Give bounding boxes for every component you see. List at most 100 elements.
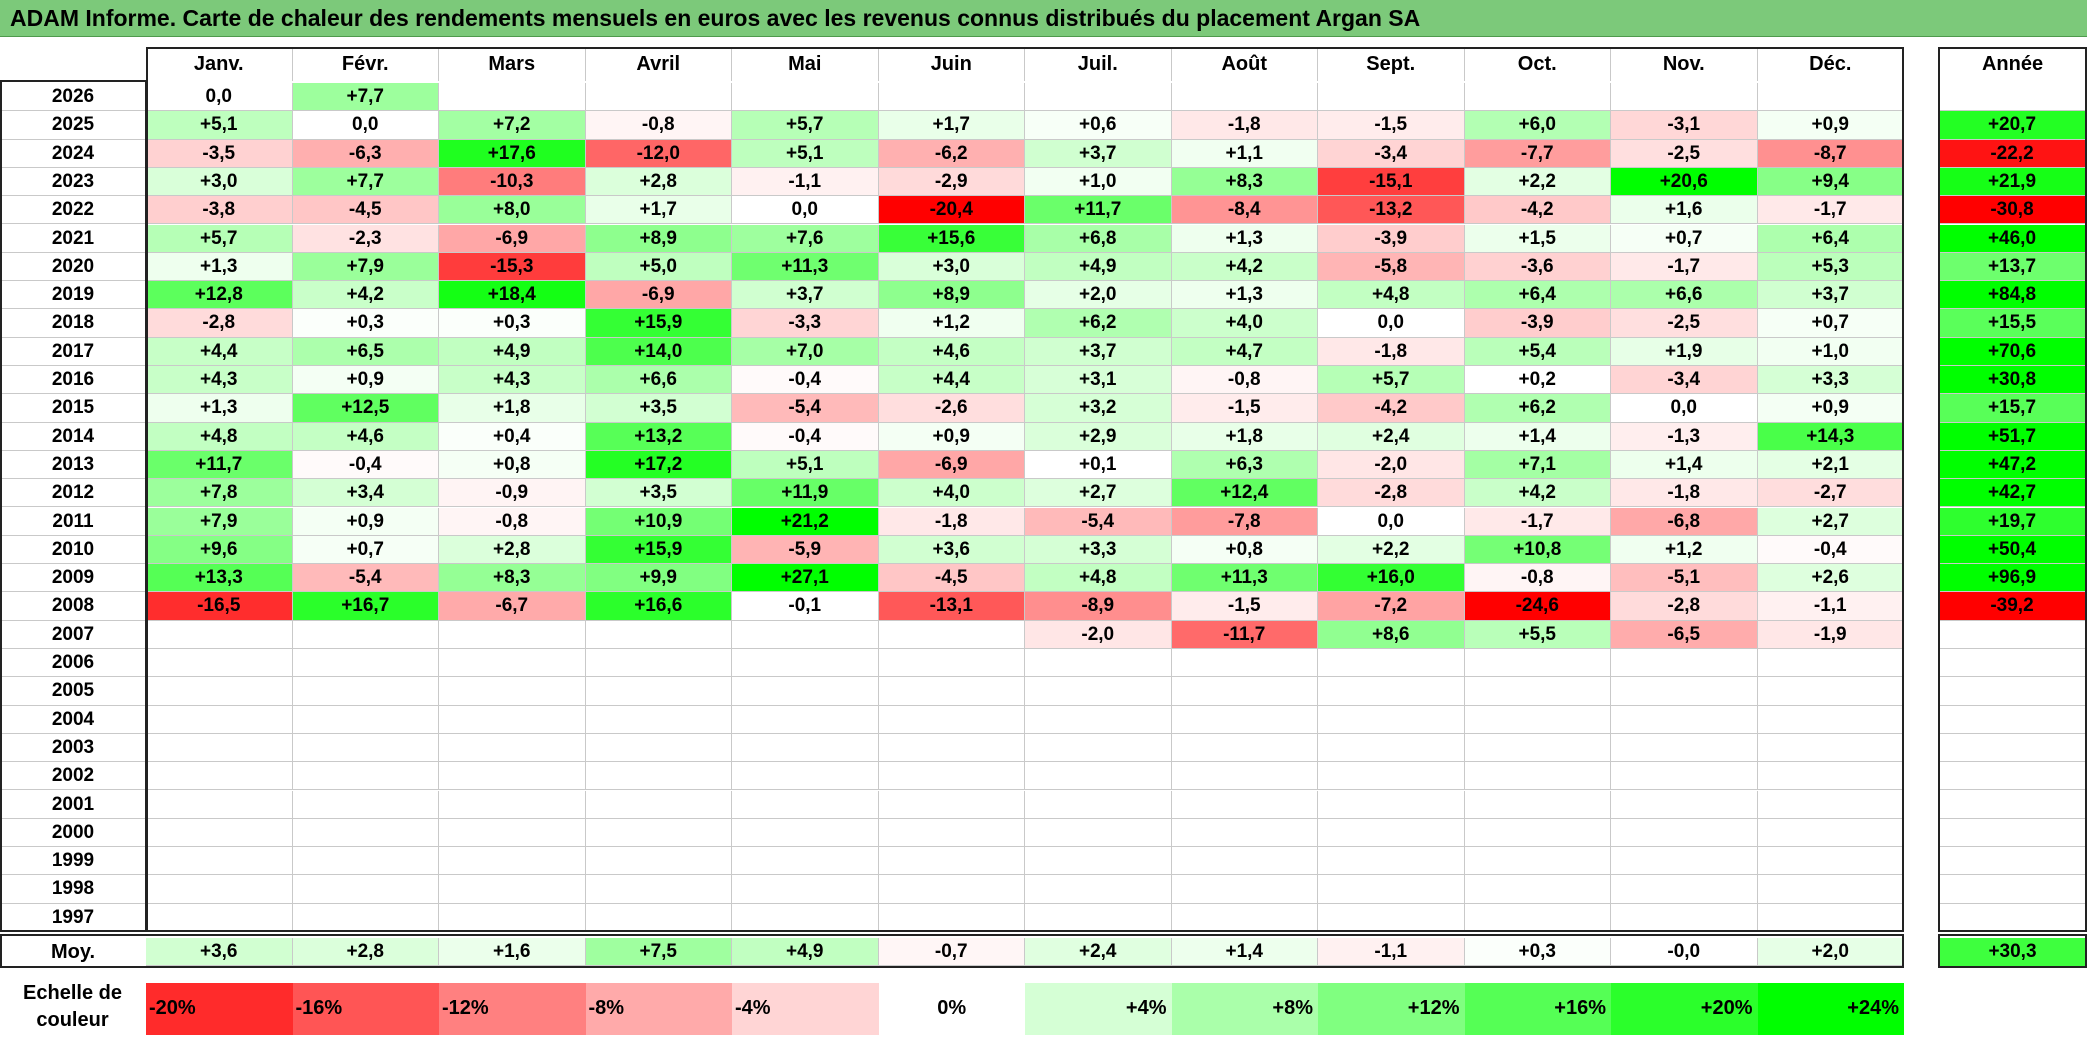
heatmap-cell <box>439 83 586 112</box>
heatmap-cell <box>292 875 439 904</box>
heatmap-cell: -1,8 <box>878 507 1025 536</box>
heatmap-cell <box>292 762 439 791</box>
heatmap-cell <box>878 83 1025 112</box>
heatmap-cell <box>1757 847 1904 876</box>
heatmap-cell <box>878 705 1025 734</box>
heatmap-cell <box>1611 790 1758 819</box>
heatmap-cell: -6,8 <box>1611 507 1758 536</box>
heatmap-cell <box>878 649 1025 678</box>
year-label: 2003 <box>0 734 146 763</box>
heatmap-cell <box>1611 649 1758 678</box>
heatmap-cell: +6,8 <box>1025 224 1172 253</box>
heatmap-cell <box>1611 903 1758 932</box>
year-label: 2005 <box>0 677 146 706</box>
heatmap-cell: +1,7 <box>585 196 732 225</box>
heatmap-cell: -11,7 <box>1171 620 1318 649</box>
year-label: 2018 <box>0 309 146 338</box>
heatmap-cell <box>146 649 293 678</box>
heatmap-cell <box>732 762 879 791</box>
heatmap-cell: -0,4 <box>732 422 879 451</box>
heatmap-cell <box>1757 790 1904 819</box>
heatmap-cell: +17,2 <box>585 450 732 480</box>
heatmap-cell: +8,0 <box>439 196 586 225</box>
heatmap-cell: +4,2 <box>1464 479 1611 508</box>
heatmap-cell: +10,9 <box>585 507 732 536</box>
heatmap-cell <box>1025 649 1172 678</box>
heatmap-cell: +4,0 <box>1171 309 1318 338</box>
heatmap-cell: -2,6 <box>878 394 1025 423</box>
heatmap-cell <box>439 875 586 904</box>
year-label: 2016 <box>0 366 146 395</box>
heatmap-cell: +1,8 <box>1171 422 1318 451</box>
heatmap-cell <box>1611 847 1758 876</box>
heatmap-cell: +0,9 <box>292 366 439 395</box>
color-scale-step: 0% <box>878 983 1025 1035</box>
heatmap-cell <box>1318 762 1465 791</box>
heatmap-cell: +11,7 <box>1025 196 1172 225</box>
heatmap-cell: -2,0 <box>1025 620 1172 649</box>
heatmap-cell: +5,1 <box>732 139 879 168</box>
heatmap-cell: +3,6 <box>878 535 1025 565</box>
annual-header: Année <box>1981 53 2044 75</box>
heatmap-cell <box>585 847 732 876</box>
heatmap-cell: +3,3 <box>1757 366 1904 395</box>
color-scale-step: +4% <box>1025 983 1172 1035</box>
month-header: Juil. <box>1025 47 1172 81</box>
heatmap-cell: -6,9 <box>439 224 586 253</box>
heatmap-cell: +4,2 <box>1171 252 1318 282</box>
heatmap-cell: +2,4 <box>1318 422 1465 451</box>
heatmap-cell: +2,6 <box>1757 564 1904 593</box>
color-scale-step: +20% <box>1611 983 1758 1035</box>
heatmap-cell: +8,3 <box>1171 167 1318 197</box>
annual-cell: +15,5 <box>1938 309 2087 338</box>
heatmap-cell <box>1464 818 1611 848</box>
heatmap-cell: -1,7 <box>1464 507 1611 536</box>
year-label: 2011 <box>0 508 146 536</box>
heatmap-cell: -4,2 <box>1464 196 1611 225</box>
color-scale-step: +12% <box>1318 983 1465 1035</box>
heatmap-cell <box>1025 677 1172 706</box>
color-scale-step: +16% <box>1464 983 1611 1035</box>
heatmap-cell: +20,6 <box>1611 167 1758 197</box>
heatmap-cell: +1,3 <box>146 252 293 282</box>
heatmap-cell <box>1318 677 1465 706</box>
heatmap-cell: +6,6 <box>585 366 732 395</box>
heatmap-cell: +2,8 <box>585 167 732 197</box>
heatmap-cell: -3,5 <box>146 139 293 168</box>
heatmap-cell: -0,9 <box>439 479 586 508</box>
heatmap-cell: +2,1 <box>1757 450 1904 480</box>
heatmap-cell <box>585 649 732 678</box>
heatmap-cell: -1,7 <box>1757 196 1904 225</box>
heatmap-cell <box>1318 903 1465 932</box>
heatmap-cell: +4,4 <box>146 337 293 366</box>
average-cell: +0,3 <box>1464 938 1611 966</box>
month-header: Août <box>1172 47 1318 81</box>
heatmap-cell: +0,7 <box>1611 224 1758 253</box>
heatmap-cell: +3,5 <box>585 394 732 423</box>
heatmap-cell <box>878 818 1025 848</box>
heatmap-cell <box>585 83 732 112</box>
heatmap-cell: +3,3 <box>1025 535 1172 565</box>
heatmap-cell <box>292 649 439 678</box>
heatmap-cell: +7,6 <box>732 224 879 253</box>
heatmap-cell: -0,4 <box>292 450 439 480</box>
heatmap-cell: +11,3 <box>732 252 879 282</box>
heatmap-cell <box>732 83 879 112</box>
heatmap-cell: -2,5 <box>1611 139 1758 168</box>
heatmap-cell <box>1318 818 1465 848</box>
heatmap-cell <box>732 903 879 932</box>
heatmap-cell <box>1757 903 1904 932</box>
heatmap-cell <box>1757 875 1904 904</box>
heatmap-cell: +0,8 <box>1171 535 1318 565</box>
average-cell: +2,4 <box>1025 938 1172 966</box>
heatmap-cell <box>1611 818 1758 848</box>
heatmap-cell: +1,4 <box>1611 450 1758 480</box>
heatmap-cell: +8,3 <box>439 564 586 593</box>
heatmap-cell: +1,6 <box>1611 196 1758 225</box>
average-cell: +4,9 <box>732 938 879 966</box>
heatmap-cell <box>1318 705 1465 734</box>
heatmap-cell <box>732 875 879 904</box>
heatmap-cell <box>439 733 586 763</box>
annual-cell: +47,2 <box>1938 450 2087 480</box>
heatmap-cell: -0,4 <box>732 366 879 395</box>
